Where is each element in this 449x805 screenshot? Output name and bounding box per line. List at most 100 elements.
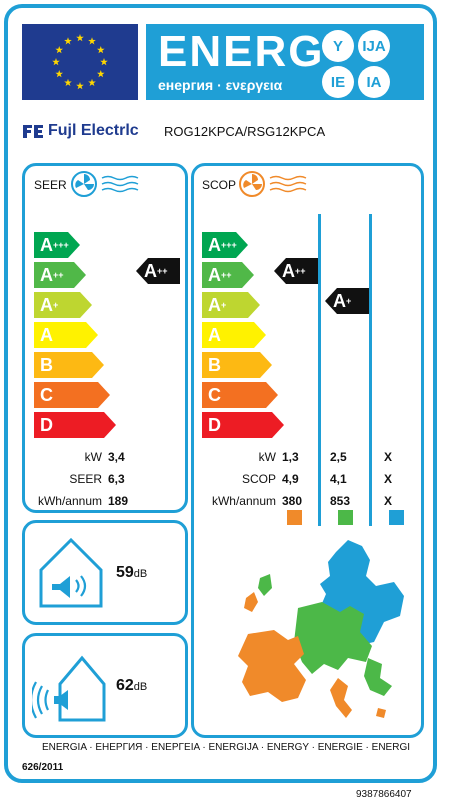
scop-row-label: kWh/annum [211,494,276,508]
eu-star [64,37,72,45]
energy-title: ENERG [158,27,325,76]
seer-scale-bar: A + [34,292,92,318]
scop-row-label: kW [258,450,276,464]
seer-class: A [144,260,157,281]
scop-scale-letter: C [208,384,221,405]
scop-scale-bar: A ++ [202,262,254,288]
seer-scale-bar: A ++ [34,262,86,288]
seer-row-label: kW [84,450,102,464]
seer-scale-letter: A [40,234,53,255]
scop-row-value: 4,9 [282,472,299,486]
noise-indoor-number: 59 [116,564,134,581]
seer-title: SEER [34,178,67,192]
scop-scale-bar: B [202,352,272,378]
eu-stars-icon [52,34,108,90]
noise-outdoor-number: 62 [116,677,134,694]
europe-climate-map [238,540,404,718]
scop-scale-letter: A [208,324,221,345]
model-number: ROG12KPCA/RSG12KPCA [164,124,326,139]
scop-row-value: 2,5 [330,450,347,464]
eu-star [97,70,105,78]
seer-scale-plus: +++ [53,240,69,250]
scop-row-value: X [384,472,393,486]
scop-scale-letter: D [208,414,221,435]
seer-scale-letter: A [40,324,53,345]
zone-average-swatch [287,510,302,525]
class-plus: ++ [157,266,168,276]
class-plus: + [346,296,352,306]
scop-row-value: X [384,494,393,508]
seer-scale-letter: A [40,264,53,285]
scop-scale-bar: A + [202,292,260,318]
zone-divider-2 [369,214,372,526]
badge-ija: IJA [358,30,390,62]
scop-scale-letter: A [208,234,221,255]
zone-divider-1 [318,214,321,526]
cooling-fan-icon [71,171,139,197]
eu-flag [22,24,138,100]
scop-scale-letter: A [208,294,221,315]
regulation-number: 626/2011 [22,762,64,773]
badge-y: Y [322,30,354,62]
scop-row-label: SCOP [241,472,276,486]
eu-star [97,46,105,54]
badge-ie: IE [322,66,354,98]
eu-star [52,58,60,66]
seer-panel [22,163,188,513]
zone-colder-swatch [389,510,404,525]
badge-ia: IA [358,66,390,98]
seer-scale-bar: D [34,412,116,438]
eu-star [100,58,108,66]
scop-row-value: 4,1 [330,472,347,486]
scop-scale-bar: D [202,412,284,438]
scop-row-value: X [384,450,393,464]
seer-row-label: kWh/annum [37,494,102,508]
class-plus: ++ [295,266,306,276]
scop-title: SCOP [202,178,237,192]
seer-scale-letter: D [40,414,53,435]
scop-class-warmer: A [333,290,346,311]
noise-indoor-unit: dB [133,568,148,580]
scop-row-value: 380 [282,494,303,508]
brand-name: Fujl Electrlc [48,122,139,139]
seer-scale-plus: + [53,300,59,310]
seer-scale-bar: C [34,382,110,408]
scop-row-value: 853 [330,494,351,508]
noise-outdoor-panel [22,633,188,738]
seer-scale-letter: B [40,354,53,375]
scop-row-value: 1,3 [282,450,299,464]
noise-indoor-panel [22,520,188,625]
label-frame [4,4,437,783]
seer-row-label: SEER [69,472,102,486]
eu-star [88,78,96,86]
scop-scale-plus: + [221,300,227,310]
seer-row-value: 189 [108,494,129,508]
seer-scale-bar: B [34,352,104,378]
seer-row-value: 6,3 [108,472,125,486]
footer-languages: ENERGIA · ЕНЕРГИЯ · ΕΝΕΡΓΕΙΑ · ENERGIJA … [42,742,410,753]
eu-star [76,82,84,90]
scop-scale-plus: ++ [221,270,232,280]
supplier-brand: Fujl Electrlc [22,122,139,140]
zone-warmer-swatch [338,510,353,525]
eu-star [88,37,96,45]
scop-scale-bar: A +++ [202,232,248,258]
noise-outdoor-unit: dB [133,681,148,693]
fuji-logo-icon [23,125,43,138]
energy-subtitle: енергия · ενεργεια [158,77,283,93]
noise-indoor-value: 59dB [116,564,147,582]
indoor-unit-house-icon [39,537,103,608]
seer-scale-plus: ++ [53,270,64,280]
outdoor-unit-house-icon [32,655,106,722]
scop-scale-bar: C [202,382,278,408]
scop-scale-bar: A [202,322,266,348]
seer-scale-bar: A [34,322,98,348]
seer-scale-letter: C [40,384,53,405]
scop-class-average: A [282,260,295,281]
scop-scale-plus: +++ [221,240,237,250]
scop-scale-letter: A [208,264,221,285]
seer-row-value: 3,4 [108,450,125,464]
noise-outdoor-value: 62dB [116,677,147,695]
scop-scale-letter: B [208,354,221,375]
eu-star [55,46,63,54]
